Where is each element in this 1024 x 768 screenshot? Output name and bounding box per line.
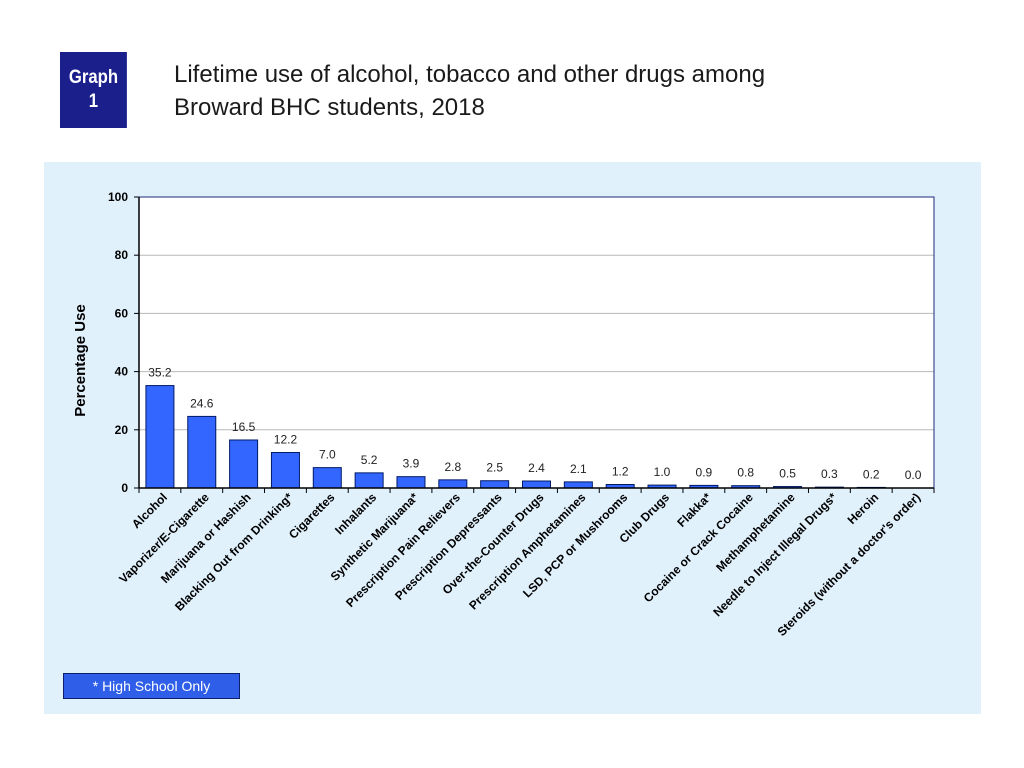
badge-label: Graph <box>68 67 119 88</box>
data-label: 12.2 <box>274 432 298 446</box>
data-label: 3.9 <box>403 457 420 471</box>
y-axis-title: Percentage Use <box>72 304 89 417</box>
y-tick-label: 20 <box>115 423 129 437</box>
bar <box>145 385 175 489</box>
data-label: 5.2 <box>361 453 378 467</box>
data-label: 24.6 <box>190 396 214 410</box>
bar <box>312 467 342 489</box>
data-label: 16.5 <box>232 420 256 434</box>
data-label: 2.1 <box>570 462 587 476</box>
data-label: 1.0 <box>654 465 671 479</box>
bar <box>354 472 384 489</box>
data-label: 0.0 <box>905 468 922 482</box>
data-label: 0.8 <box>737 466 754 480</box>
bar <box>229 439 259 489</box>
y-tick-label: 0 <box>121 481 128 495</box>
data-label: 0.5 <box>779 467 796 481</box>
data-label: 0.9 <box>696 465 713 479</box>
data-label: 7.0 <box>319 448 336 462</box>
badge-number: 1 <box>88 91 99 112</box>
y-tick-label: 100 <box>108 190 128 204</box>
title-line-1: Lifetime use of alcohol, tobacco and oth… <box>174 61 766 88</box>
y-tick-label: 60 <box>115 306 129 320</box>
x-category-label: Methamphetamine <box>713 490 798 575</box>
bar <box>522 480 551 489</box>
x-category-label: Flakka* <box>674 490 714 530</box>
data-label: 0.3 <box>821 467 838 481</box>
bar <box>187 415 217 489</box>
data-label: 1.2 <box>612 465 629 479</box>
data-label: 0.2 <box>863 467 880 481</box>
data-label: 35.2 <box>148 366 172 380</box>
page-title: Lifetime use of alcohol, tobacco and oth… <box>174 58 934 124</box>
y-tick-label: 40 <box>115 365 129 379</box>
footnote-box: * High School Only <box>63 673 240 699</box>
plot-area <box>139 197 934 488</box>
x-category-label: Alcohol <box>129 490 170 531</box>
x-category-label: Heroin <box>845 490 882 527</box>
y-tick-label: 80 <box>115 248 129 262</box>
bar <box>438 479 468 489</box>
title-line-2: Broward BHC students, 2018 <box>174 94 485 121</box>
bar <box>480 480 510 489</box>
bar <box>270 451 300 489</box>
bar <box>396 476 426 489</box>
graph-number-badge: Graph 1 <box>60 52 127 128</box>
x-category-label: Cigarettes <box>286 490 338 542</box>
data-label: 2.4 <box>528 461 545 475</box>
data-label: 2.5 <box>486 461 503 475</box>
bar <box>563 481 593 489</box>
data-label: 2.8 <box>444 460 461 474</box>
